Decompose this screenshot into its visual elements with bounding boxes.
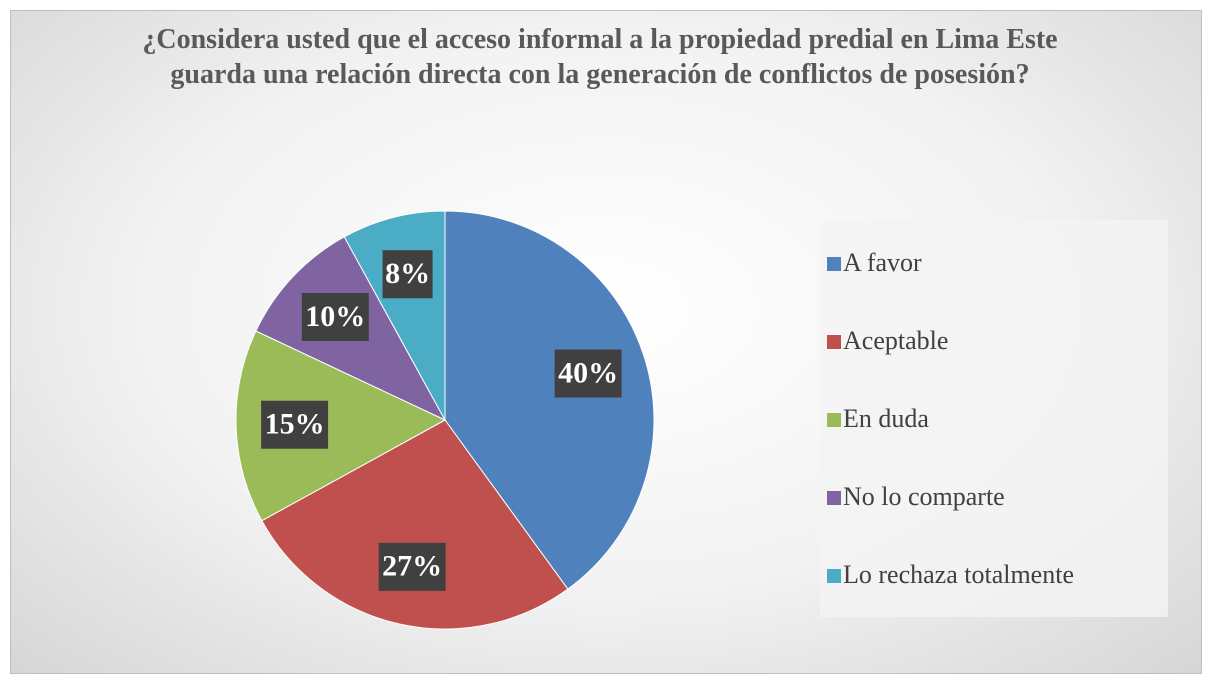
legend-label: A favor: [843, 248, 922, 277]
legend-swatch: [827, 491, 841, 505]
chart-title: ¿Considera usted que el acceso informal …: [142, 24, 1058, 90]
data-label-bg: [261, 400, 329, 449]
legend-swatch: [827, 569, 841, 583]
legend-swatch: [827, 257, 841, 271]
legend-label: Lo rechaza totalmente: [843, 560, 1074, 589]
legend-swatch: [827, 335, 841, 349]
pie-slice: [261, 419, 569, 630]
data-label: 27%: [382, 550, 442, 583]
legend-label: No lo comparte: [843, 482, 1005, 511]
data-label: 15%: [265, 408, 325, 441]
data-label-bg: [382, 250, 433, 299]
legend-swatch: [827, 413, 841, 427]
data-label: 10%: [305, 300, 365, 333]
pie-slice: [444, 210, 655, 590]
data-label-bg: [301, 292, 369, 341]
legend-label: En duda: [843, 404, 929, 433]
legend-label: Aceptable: [843, 326, 948, 355]
data-label-bg: [378, 542, 446, 591]
pie-slice: [235, 330, 447, 522]
data-label-bg: [554, 349, 622, 398]
data-label: 40%: [558, 356, 618, 389]
data-label: 8%: [385, 257, 430, 290]
legend-box: [820, 220, 1168, 617]
